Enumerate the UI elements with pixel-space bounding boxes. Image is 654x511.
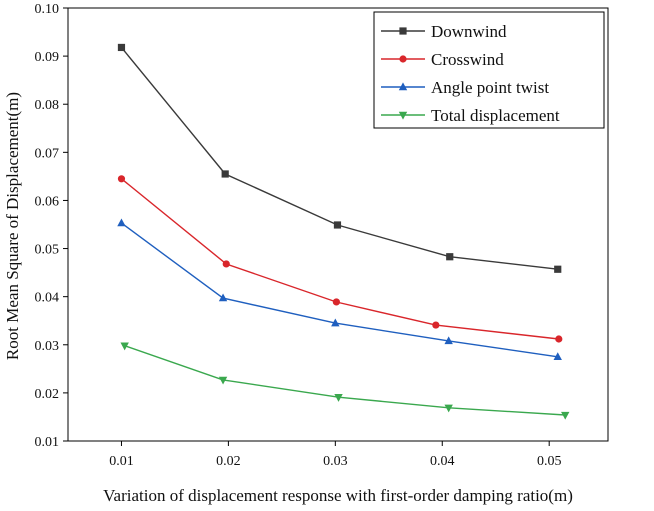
x-tick-label: 0.04 <box>430 454 455 469</box>
data-point-4-1 <box>120 342 129 351</box>
legend-swatch-marker <box>398 111 408 120</box>
data-point-3-4 <box>444 336 453 345</box>
y-tick-label: 0.06 <box>35 194 60 209</box>
data-point-1-4 <box>446 253 454 261</box>
data-point-2-4 <box>432 321 440 329</box>
x-tick-label: 0.01 <box>109 454 134 469</box>
legend-swatch-marker <box>398 82 408 91</box>
data-point-4-5 <box>561 411 570 420</box>
y-axis-title: Root Mean Square of Displacement(m) <box>3 92 22 360</box>
data-point-2-2 <box>222 260 230 268</box>
data-point-1-2 <box>221 170 229 178</box>
y-tick-label: 0.09 <box>35 50 60 65</box>
data-point-2-1 <box>117 175 126 183</box>
legend: Downwind Crosswind Angle point twist Total … <box>373 11 605 129</box>
x-axis: 0.01 0.02 0.03 0.04 0.05 <box>109 441 561 469</box>
y-tick-label: 0.08 <box>35 98 60 113</box>
y-axis: 0.01 0.02 0.03 0.04 0.05 0.06 0.07 0.08 0.09 0.10 <box>35 2 68 450</box>
data-point-3-1 <box>117 218 126 227</box>
legend-label: Downwind <box>431 22 507 41</box>
legend-label: Crosswind <box>431 50 504 69</box>
legend-swatch-marker <box>399 55 407 63</box>
x-tick-label: 0.03 <box>323 454 348 469</box>
y-tick-label: 0.04 <box>35 291 60 306</box>
data-point-4-4 <box>444 404 453 413</box>
y-tick-label: 0.01 <box>35 435 60 450</box>
legend-swatch-marker <box>399 27 407 35</box>
data-point-2-3 <box>332 298 340 306</box>
data-point-2-5 <box>555 335 563 343</box>
data-point-1-1 <box>117 43 126 52</box>
data-point-4-2 <box>218 376 228 385</box>
y-tick-label: 0.02 <box>35 387 60 402</box>
data-point-3-2 <box>218 293 228 302</box>
legend-label: Total displacement <box>431 106 560 125</box>
data-point-1-3 <box>333 221 342 229</box>
data-point-3-5 <box>553 352 562 361</box>
y-tick-label: 0.10 <box>35 2 60 17</box>
data-point-4-3 <box>334 394 343 402</box>
x-axis-title: Variation of displacement response with … <box>103 486 573 505</box>
y-tick-label: 0.03 <box>35 339 60 354</box>
x-tick-label: 0.02 <box>216 454 241 469</box>
data-point-1-5 <box>554 265 562 273</box>
y-tick-label: 0.07 <box>35 146 60 161</box>
legend-label: Angle point twist <box>431 78 549 97</box>
series-layer <box>117 43 570 420</box>
x-tick-label: 0.05 <box>537 454 562 469</box>
data-point-3-3 <box>331 318 340 327</box>
y-tick-label: 0.05 <box>35 243 60 258</box>
